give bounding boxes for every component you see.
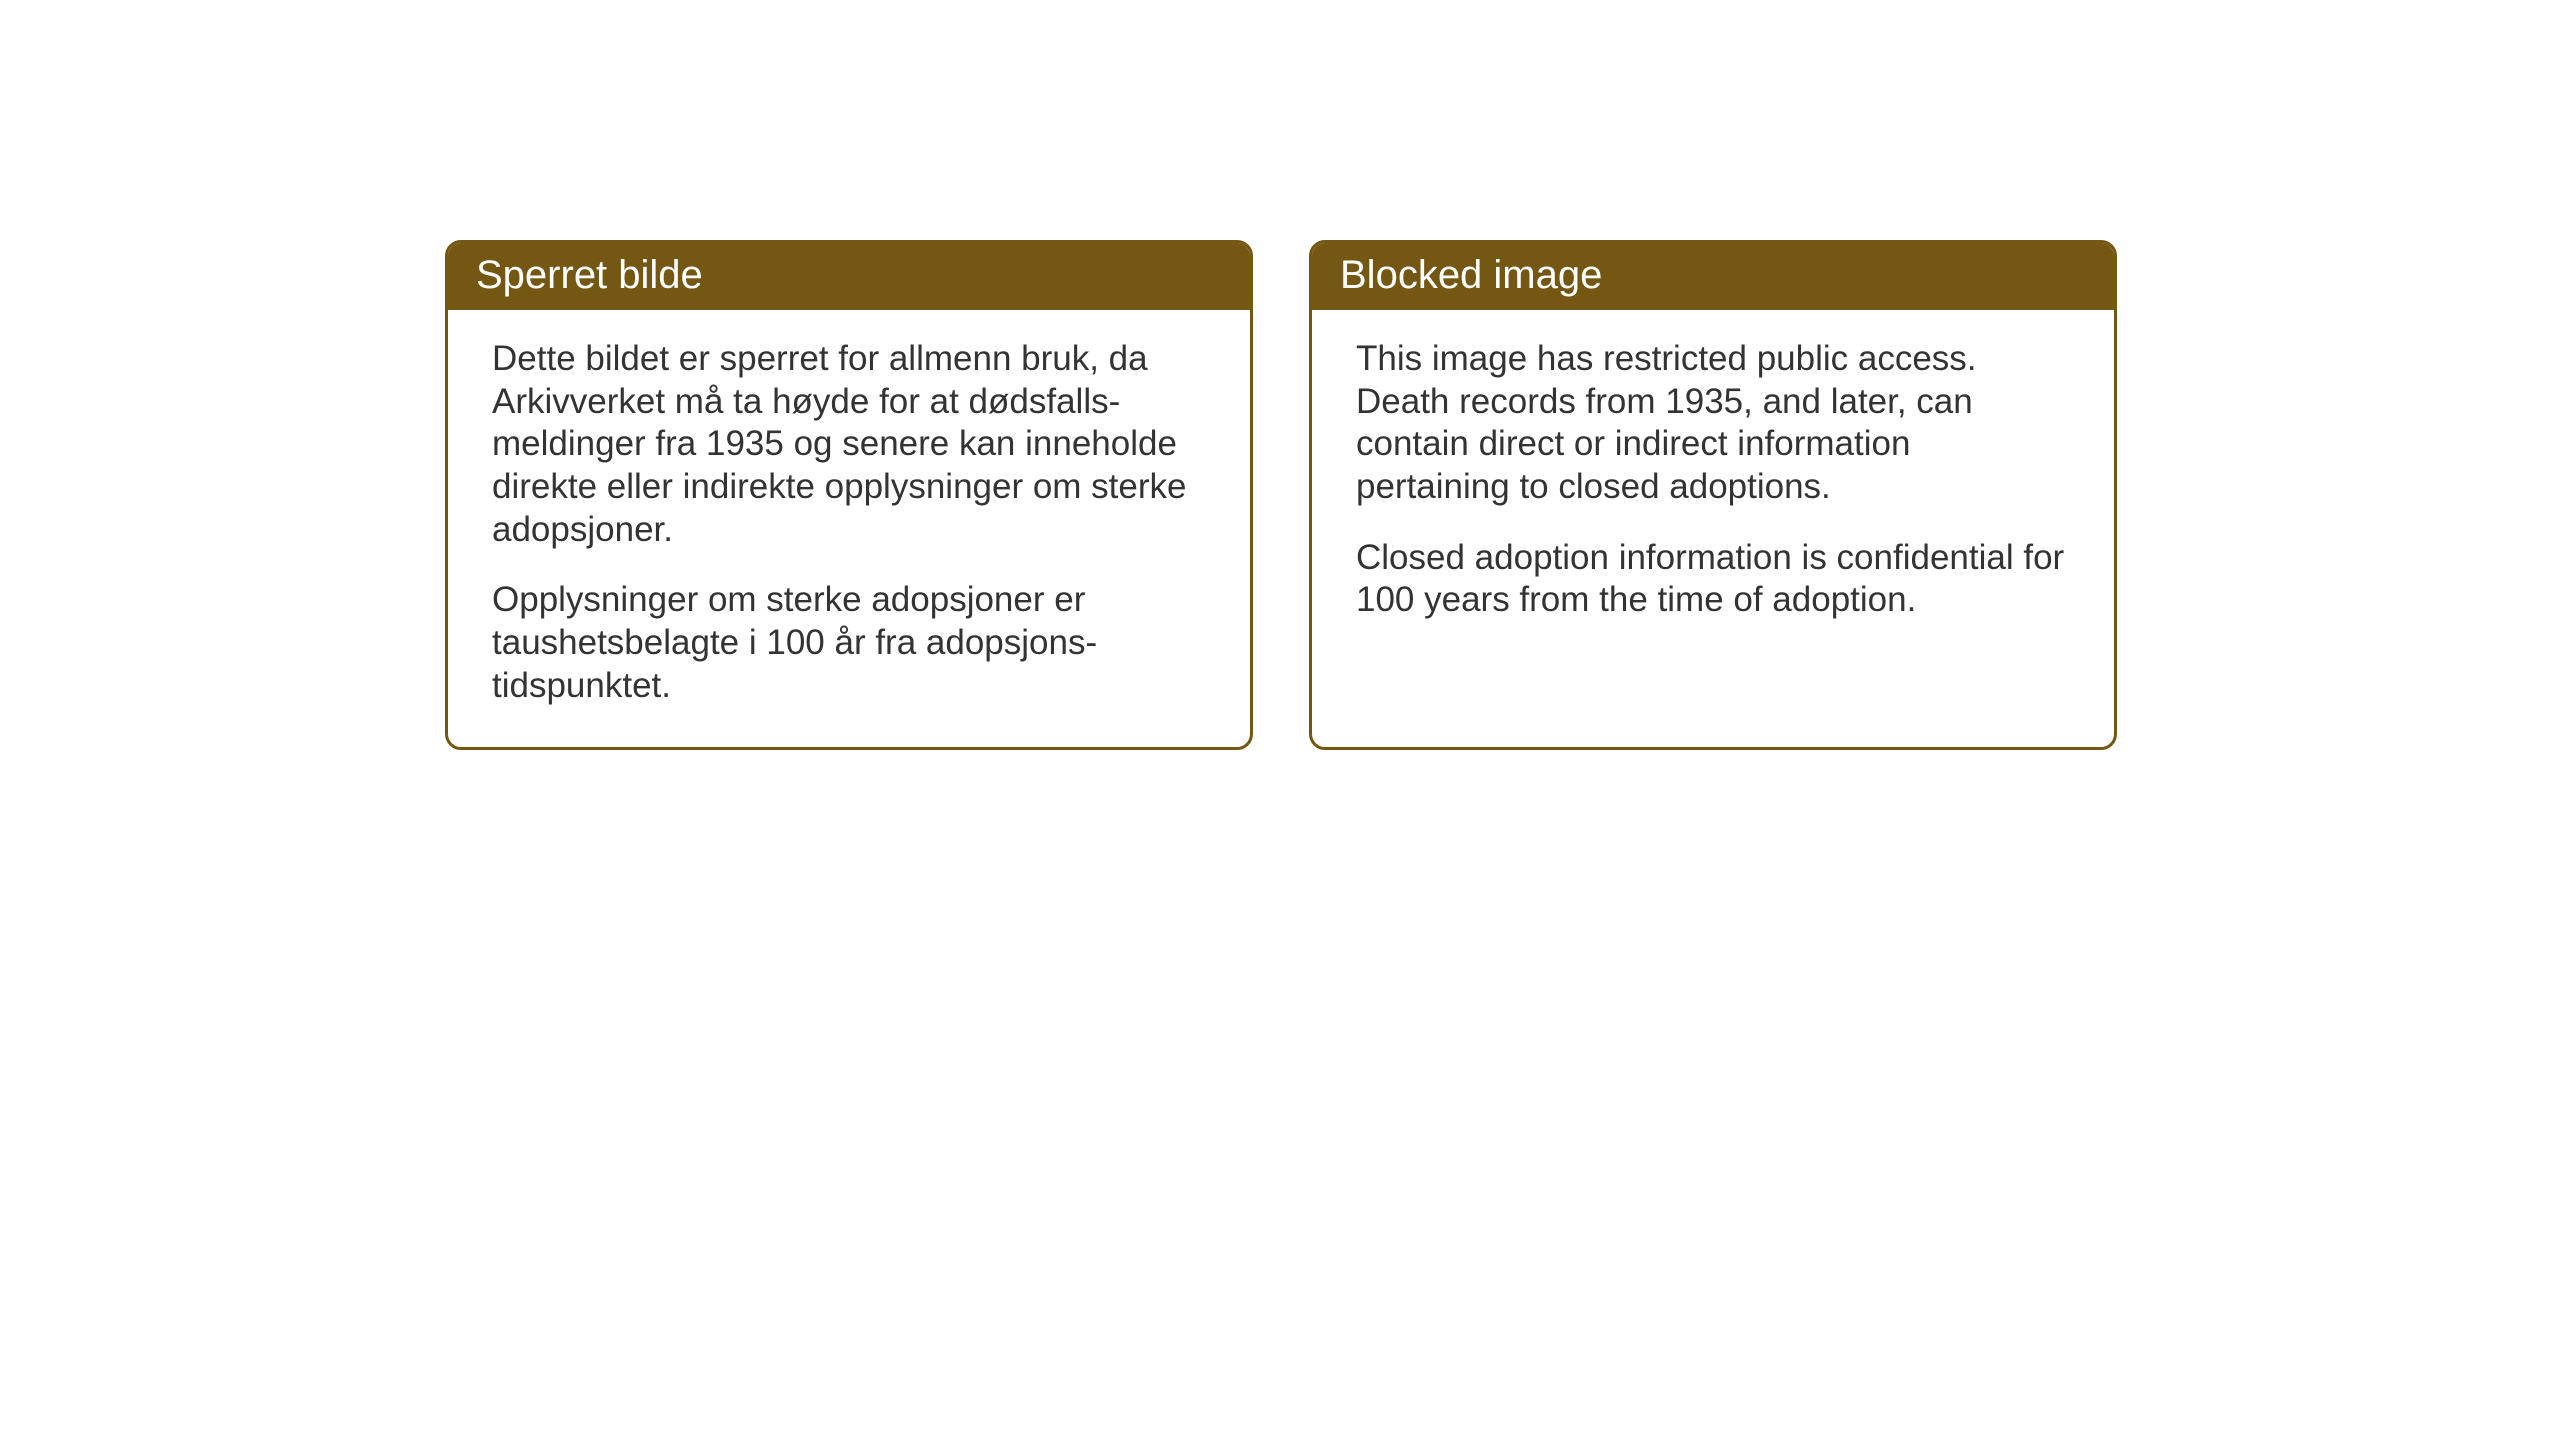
- english-paragraph-2: Closed adoption information is confident…: [1356, 537, 2070, 622]
- english-card-body: This image has restricted public access.…: [1312, 310, 2114, 658]
- norwegian-paragraph-1: Dette bildet er sperret for allmenn bruk…: [492, 338, 1206, 551]
- english-notice-card: Blocked image This image has restricted …: [1309, 240, 2117, 750]
- english-paragraph-1: This image has restricted public access.…: [1356, 338, 2070, 509]
- norwegian-card-body: Dette bildet er sperret for allmenn bruk…: [448, 310, 1250, 744]
- english-card-title: Blocked image: [1312, 243, 2114, 310]
- norwegian-notice-card: Sperret bilde Dette bildet er sperret fo…: [445, 240, 1253, 750]
- norwegian-paragraph-2: Opplysninger om sterke adopsjoner er tau…: [492, 579, 1206, 707]
- norwegian-card-title: Sperret bilde: [448, 243, 1250, 310]
- notice-cards-container: Sperret bilde Dette bildet er sperret fo…: [445, 240, 2117, 750]
